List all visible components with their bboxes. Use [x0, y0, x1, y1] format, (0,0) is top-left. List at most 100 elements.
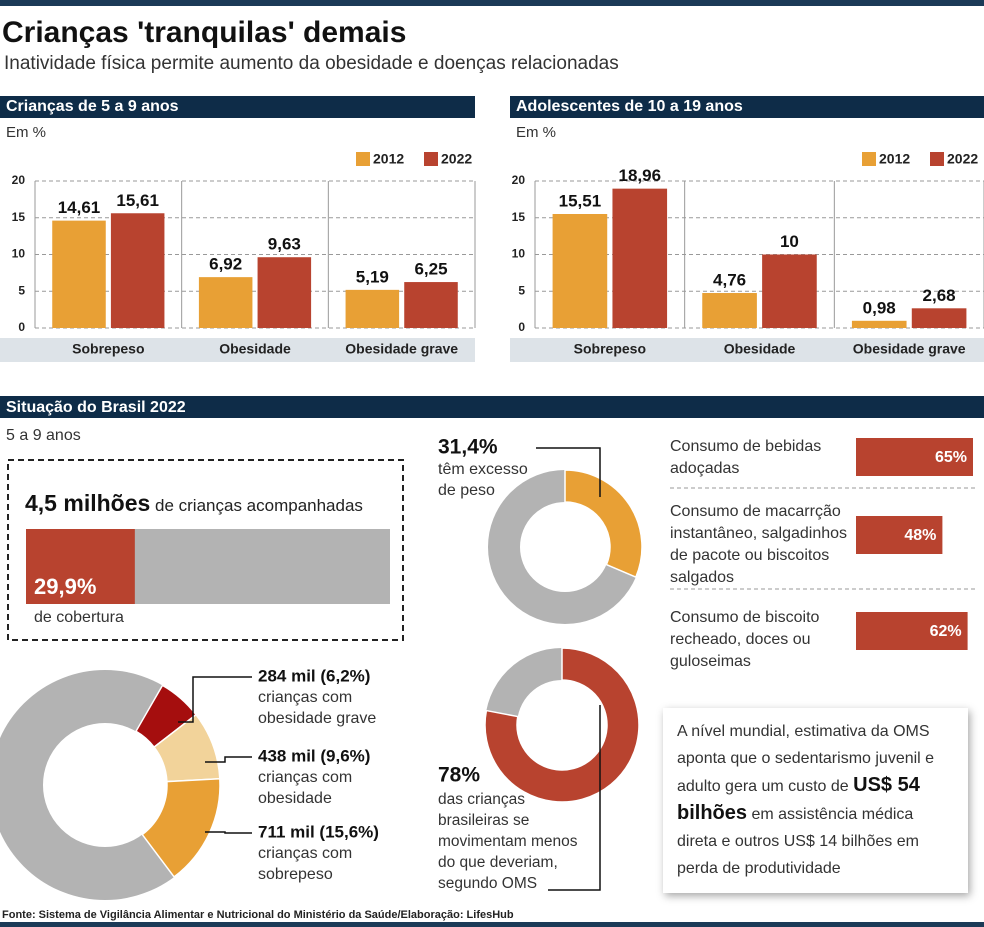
value-label: 18,96 [618, 166, 661, 185]
note-box: A nível mundial, estimativa da OMS apont… [663, 708, 968, 893]
bottom-rule [0, 922, 984, 927]
value-label: 4,76 [713, 270, 746, 289]
donut-value-label: 711 mil (15,6%) [258, 822, 379, 841]
note-before: A nível mundial, estimativa da OMS apont… [677, 723, 935, 795]
donut-segment [564, 469, 643, 579]
coverage-title: de crianças acompanhadas [155, 496, 363, 515]
value-label: 5,19 [356, 267, 389, 286]
legend-label: 2022 [441, 151, 472, 167]
connector [205, 831, 252, 834]
value-label: 15,51 [559, 191, 602, 210]
hbar-category: Consumo de biscoito recheado, doces ou g… [670, 609, 820, 670]
hbar [856, 516, 943, 554]
y-tick-label: 20 [512, 173, 526, 187]
hbar-value-label: 65% [935, 449, 967, 466]
donut-value-label: 78% [438, 764, 480, 787]
title: Crianças 'tranquilas' demais [2, 16, 406, 49]
donut-value-label: 31,4% [438, 436, 498, 459]
coverage-box [7, 459, 404, 641]
connector [205, 756, 252, 763]
donut-caption: têm excesso de peso [438, 461, 528, 499]
coverage-value: 4,5 milhões [25, 490, 151, 516]
donut-caption: crianças com obesidade [258, 769, 353, 807]
connector [548, 705, 601, 891]
y-tick-label: 5 [518, 283, 525, 297]
connector [536, 447, 601, 497]
bar [257, 257, 312, 328]
bar [552, 214, 608, 328]
section-bar [0, 396, 984, 418]
y-tick-label: 10 [12, 247, 26, 261]
bar [404, 282, 458, 328]
section-subtitle: 5 a 9 anos [6, 427, 81, 444]
bar [198, 277, 253, 328]
y-axis-label: Em % [6, 124, 46, 141]
panel-header [510, 96, 984, 118]
value-label: 6,25 [414, 260, 447, 279]
hbar [856, 438, 973, 476]
donut-value-label: 438 mil (9,6%) [258, 746, 370, 765]
y-tick-label: 15 [512, 210, 526, 224]
note-text: A nível mundial, estimativa da OMS apont… [663, 708, 968, 892]
donut-caption: crianças com obesidade grave [258, 689, 377, 727]
value-label: 10 [780, 232, 799, 251]
y-tick-label: 10 [512, 247, 526, 261]
y-tick-label: 20 [12, 173, 26, 187]
hbar-value-label: 62% [930, 623, 962, 640]
y-tick-label: 5 [18, 283, 25, 297]
bar [345, 289, 400, 328]
donut-value-label: 284 mil (6,2%) [258, 666, 370, 685]
x-tick-label: Obesidade [219, 341, 291, 357]
connector [178, 676, 252, 723]
legend-label: 2012 [879, 151, 910, 167]
legend-label: 2022 [947, 151, 978, 167]
legend-swatch [424, 152, 438, 166]
category-band [510, 338, 984, 362]
panel-header [0, 96, 475, 118]
note-highlight: US$ 54 bilhões [677, 774, 920, 824]
y-tick-label: 15 [12, 210, 26, 224]
hbar-category: Consumo de bebidas adoçadas [670, 438, 822, 477]
source: Fonte: Sistema de Vigilância Alimentar e… [2, 909, 514, 921]
x-tick-label: Sobrepeso [574, 341, 646, 357]
value-label: 14,61 [58, 198, 101, 217]
legend-label: 2012 [373, 151, 404, 167]
note-after: em assistência médica direta e outros US… [677, 806, 919, 877]
value-label: 2,68 [923, 286, 956, 305]
bar [52, 220, 106, 328]
legend-swatch [930, 152, 944, 166]
y-tick-label: 0 [518, 320, 525, 334]
x-tick-label: Sobrepeso [72, 341, 144, 357]
x-tick-label: Obesidade grave [853, 341, 966, 357]
bar [110, 213, 165, 328]
hbar-value-label: 48% [904, 527, 936, 544]
section-title: Situação do Brasil 2022 [6, 399, 186, 416]
donut-caption: das crianças brasileiras se movimentam m… [438, 791, 578, 892]
bar [612, 188, 668, 328]
panel-title: Crianças de 5 a 9 anos [6, 98, 179, 115]
hbar [856, 612, 968, 650]
coverage-heading: 4,5 milhões de crianças acompanhadas [25, 490, 363, 517]
x-tick-label: Obesidade [724, 341, 796, 357]
donut-caption: crianças com sobrepeso [258, 845, 353, 883]
coverage-caption: de cobertura [34, 609, 124, 626]
value-label: 15,61 [116, 191, 159, 210]
donut-segment [141, 777, 221, 878]
value-label: 9,63 [268, 235, 301, 254]
legend-swatch [356, 152, 370, 166]
y-axis-label: Em % [516, 124, 556, 141]
value-label: 6,92 [209, 255, 242, 274]
subtitle: Inatividade física permite aumento da ob… [4, 53, 619, 74]
bar [911, 308, 967, 328]
coverage-bar [26, 529, 135, 604]
hbar-category: Consumo de macarrção instantâneo, salgad… [670, 503, 848, 586]
bar [762, 254, 817, 328]
value-label: 0,98 [863, 298, 896, 317]
y-tick-label: 0 [18, 320, 25, 334]
top-rule [0, 0, 984, 6]
category-band [0, 338, 475, 362]
coverage-label: 29,9% [34, 574, 96, 599]
legend-swatch [862, 152, 876, 166]
